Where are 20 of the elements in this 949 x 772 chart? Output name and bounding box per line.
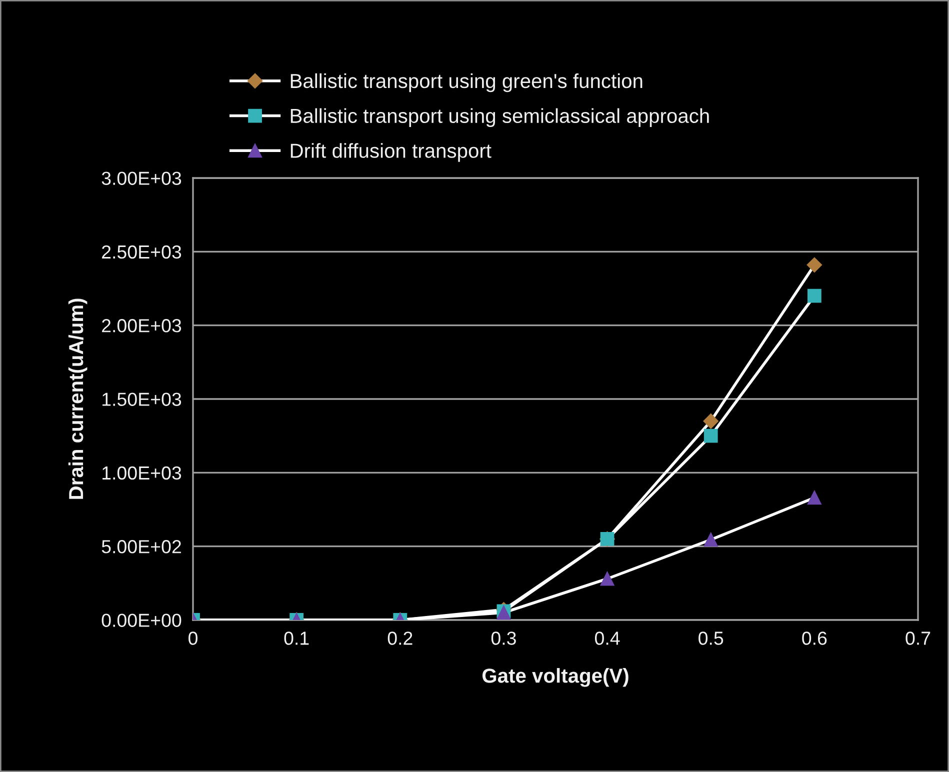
x-tick-label: 0 xyxy=(188,632,198,645)
legend-label: Ballistic transport using green's function xyxy=(290,73,642,92)
x-tick-label: 0.4 xyxy=(594,632,620,645)
y-tick-label: 2.00E+03 xyxy=(102,319,182,332)
legend-label: Drift diffusion transport xyxy=(290,143,492,162)
y-tick-label: 5.00E+02 xyxy=(102,540,181,554)
y-tick-label: 3.00E+03 xyxy=(102,172,182,185)
x-tick-label: 0.2 xyxy=(388,632,412,645)
y-tick-label: 1.00E+03 xyxy=(102,466,182,480)
x-tick-label: 0.5 xyxy=(698,632,724,645)
y-tick-label: 0.00E+00 xyxy=(102,614,182,627)
legend-label: Ballistic transport using semiclassical approach xyxy=(290,108,709,128)
x-tick-label: 0.3 xyxy=(491,632,516,645)
x-axis-title: Gate voltage(V) xyxy=(482,668,628,687)
x-tick-label: 0.6 xyxy=(802,632,827,645)
y-tick-label: 1.50E+03 xyxy=(102,392,182,406)
x-tick-label: 0.1 xyxy=(284,632,309,645)
y-axis-title: Drain current(uA/um) xyxy=(68,298,88,499)
x-tick-label: 0.7 xyxy=(906,632,930,645)
y-tick-label: 2.50E+03 xyxy=(102,245,182,259)
